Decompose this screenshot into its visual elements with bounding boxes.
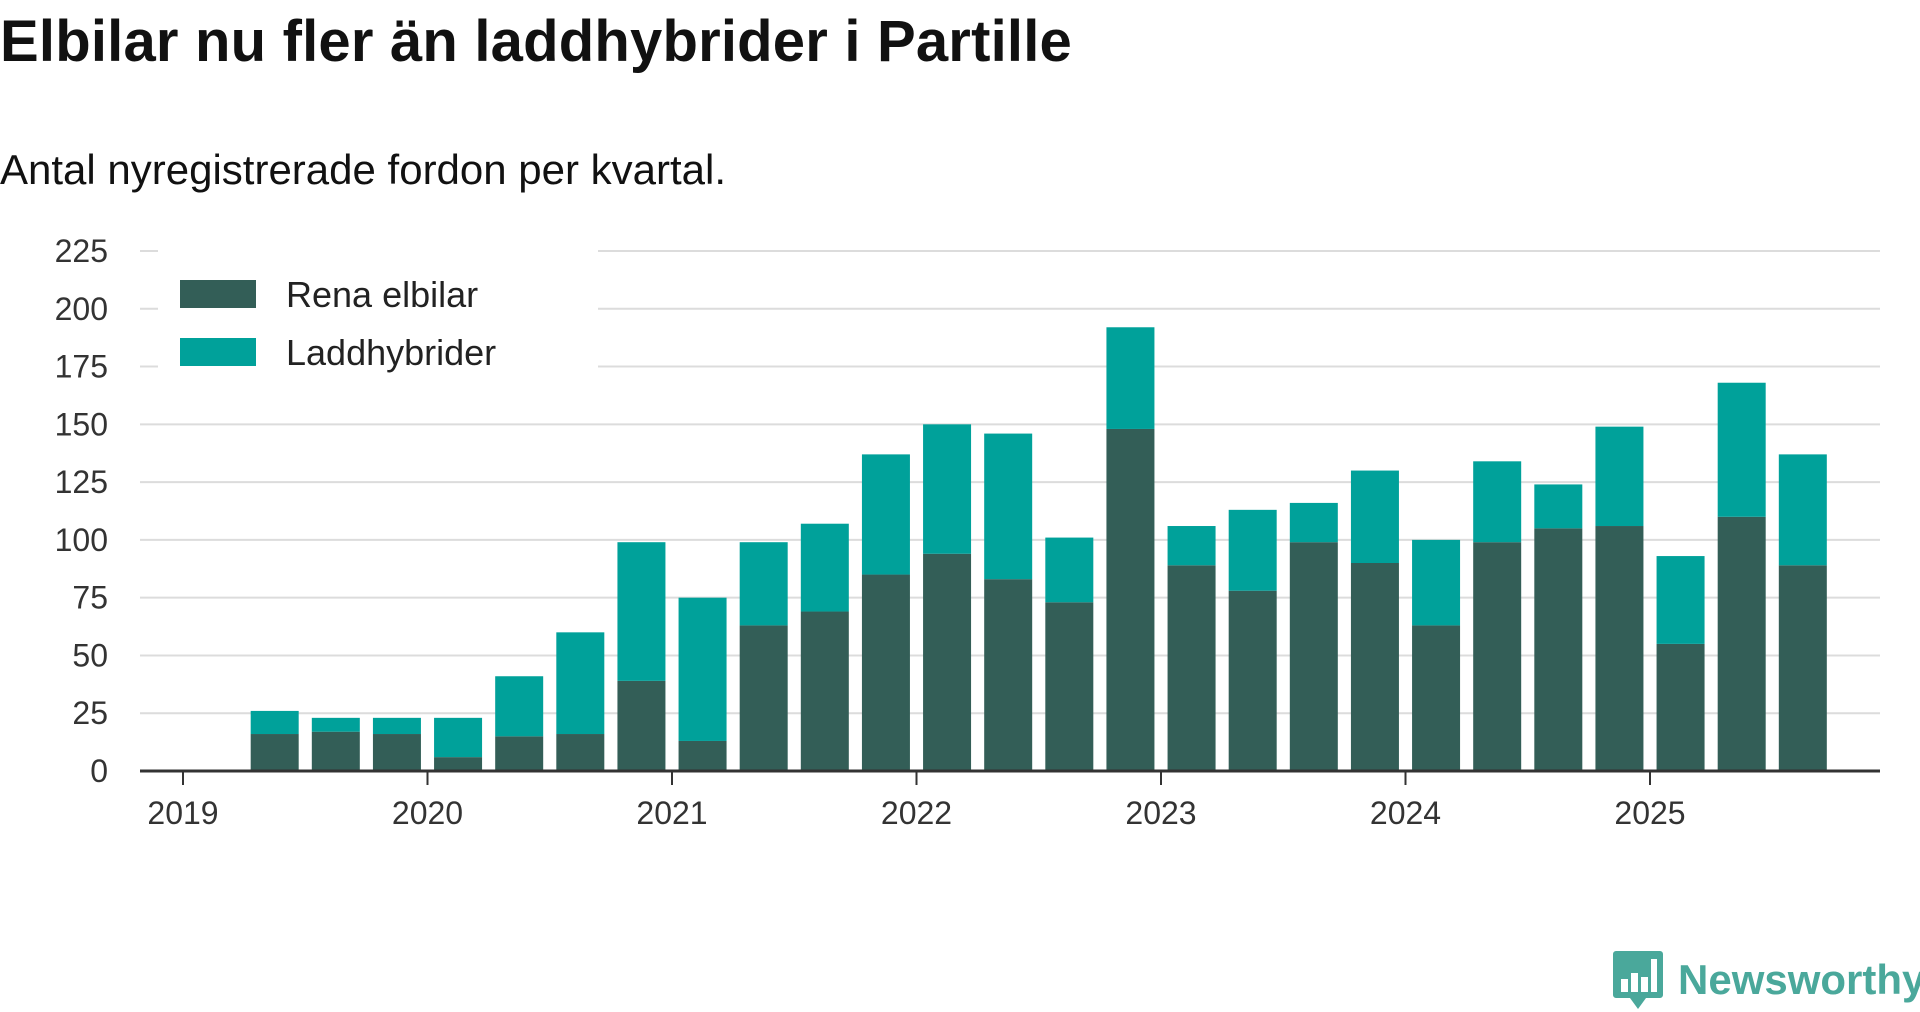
- y-tick-label: 125: [55, 464, 108, 500]
- bar-laddhybrider: [434, 717, 483, 758]
- y-tick-label: 175: [55, 349, 108, 385]
- bar-laddhybrider: [800, 523, 849, 612]
- x-tick-label: 2025: [1614, 795, 1685, 831]
- bar-laddhybrider: [1595, 426, 1644, 527]
- bar-rena-elbilar: [923, 553, 972, 771]
- bar-rena-elbilar: [861, 574, 910, 771]
- bar-rena-elbilar: [1167, 565, 1216, 771]
- bar-rena-elbilar: [739, 625, 788, 771]
- bar-laddhybrider: [617, 542, 666, 681]
- bar-laddhybrider: [250, 710, 299, 735]
- y-tick-label: 200: [55, 291, 108, 327]
- x-axis: 2019 2020 2021 2022 2023 2024 2025: [147, 771, 1686, 831]
- x-tick-label: 2020: [392, 795, 463, 831]
- bar-laddhybrider: [1106, 327, 1155, 429]
- y-tick-label: 0: [90, 753, 108, 789]
- y-tick-label: 50: [72, 637, 108, 673]
- y-tick-label: 75: [72, 580, 108, 616]
- legend-swatch: [180, 280, 256, 308]
- bar-laddhybrider: [311, 717, 360, 732]
- bar-rena-elbilar: [800, 611, 849, 771]
- bar-rena-elbilar: [984, 579, 1033, 771]
- bar-rena-elbilar: [1595, 526, 1644, 771]
- y-tick-label: 25: [72, 695, 108, 731]
- chart-subtitle: Antal nyregistrerade fordon per kvartal.: [0, 146, 727, 193]
- bar-laddhybrider: [556, 632, 605, 735]
- y-axis: 0 25 50 75 100 125 150 175 200 225: [55, 233, 108, 789]
- bar-rena-elbilar: [495, 736, 544, 771]
- bar-rena-elbilar: [1534, 528, 1583, 771]
- bar-rena-elbilar: [1106, 428, 1155, 771]
- x-tick-label: 2024: [1370, 795, 1441, 831]
- bar-rena-elbilar: [678, 740, 727, 771]
- bar-rena-elbilar: [1778, 565, 1827, 771]
- bar-rena-elbilar: [1228, 590, 1277, 771]
- bar-laddhybrider: [1289, 502, 1338, 543]
- bar-rena-elbilar: [1412, 625, 1461, 771]
- x-tick-label: 2022: [881, 795, 952, 831]
- bar-laddhybrider: [1350, 470, 1399, 563]
- bar-laddhybrider: [923, 424, 972, 554]
- bar-rena-elbilar: [556, 734, 605, 771]
- legend: Rena elbilar Laddhybrider: [158, 236, 598, 376]
- bar-laddhybrider: [678, 597, 727, 741]
- bar-laddhybrider: [1778, 454, 1827, 566]
- bar-rena-elbilar: [1289, 542, 1338, 771]
- bar-laddhybrider: [495, 676, 544, 737]
- bar-laddhybrider: [1228, 509, 1277, 591]
- bar-laddhybrider: [1473, 461, 1522, 543]
- bar-rena-elbilar: [311, 731, 360, 771]
- x-tick-label: 2023: [1125, 795, 1196, 831]
- bar-rena-elbilar: [434, 757, 483, 771]
- x-tick-label: 2019: [147, 795, 218, 831]
- bar-laddhybrider: [739, 542, 788, 626]
- legend-label: Rena elbilar: [286, 274, 478, 315]
- bar-laddhybrider: [984, 433, 1033, 580]
- bar-laddhybrider: [1412, 539, 1461, 626]
- bar-rena-elbilar: [1350, 563, 1399, 771]
- bar-rena-elbilar: [372, 734, 421, 771]
- chart-title: Elbilar nu fler än laddhybrider i Partil…: [0, 9, 1072, 74]
- bar-laddhybrider: [1717, 382, 1766, 517]
- y-tick-label: 225: [55, 233, 108, 269]
- bars: [250, 327, 1827, 771]
- bar-rena-elbilar: [1717, 516, 1766, 771]
- bar-rena-elbilar: [1045, 602, 1094, 771]
- bar-rena-elbilar: [617, 680, 666, 771]
- bar-laddhybrider: [372, 717, 421, 735]
- legend-label: Laddhybrider: [286, 332, 496, 373]
- y-tick-label: 100: [55, 522, 108, 558]
- bar-laddhybrider: [861, 454, 910, 575]
- brand-name: Newsworthy: [1678, 956, 1920, 1003]
- y-tick-label: 150: [55, 406, 108, 442]
- legend-swatch: [180, 338, 256, 366]
- bar-rena-elbilar: [1656, 643, 1705, 771]
- bar-rena-elbilar: [1473, 542, 1522, 771]
- bar-laddhybrider: [1167, 526, 1216, 566]
- brand-logo: Newsworthy: [1612, 948, 1920, 1012]
- bar-rena-elbilar: [250, 734, 299, 771]
- bar-laddhybrider: [1656, 556, 1705, 644]
- bar-chart-speech-bubble-icon: [1613, 951, 1663, 1009]
- bar-laddhybrider: [1045, 537, 1094, 603]
- x-tick-label: 2021: [636, 795, 707, 831]
- bar-laddhybrider: [1534, 484, 1583, 529]
